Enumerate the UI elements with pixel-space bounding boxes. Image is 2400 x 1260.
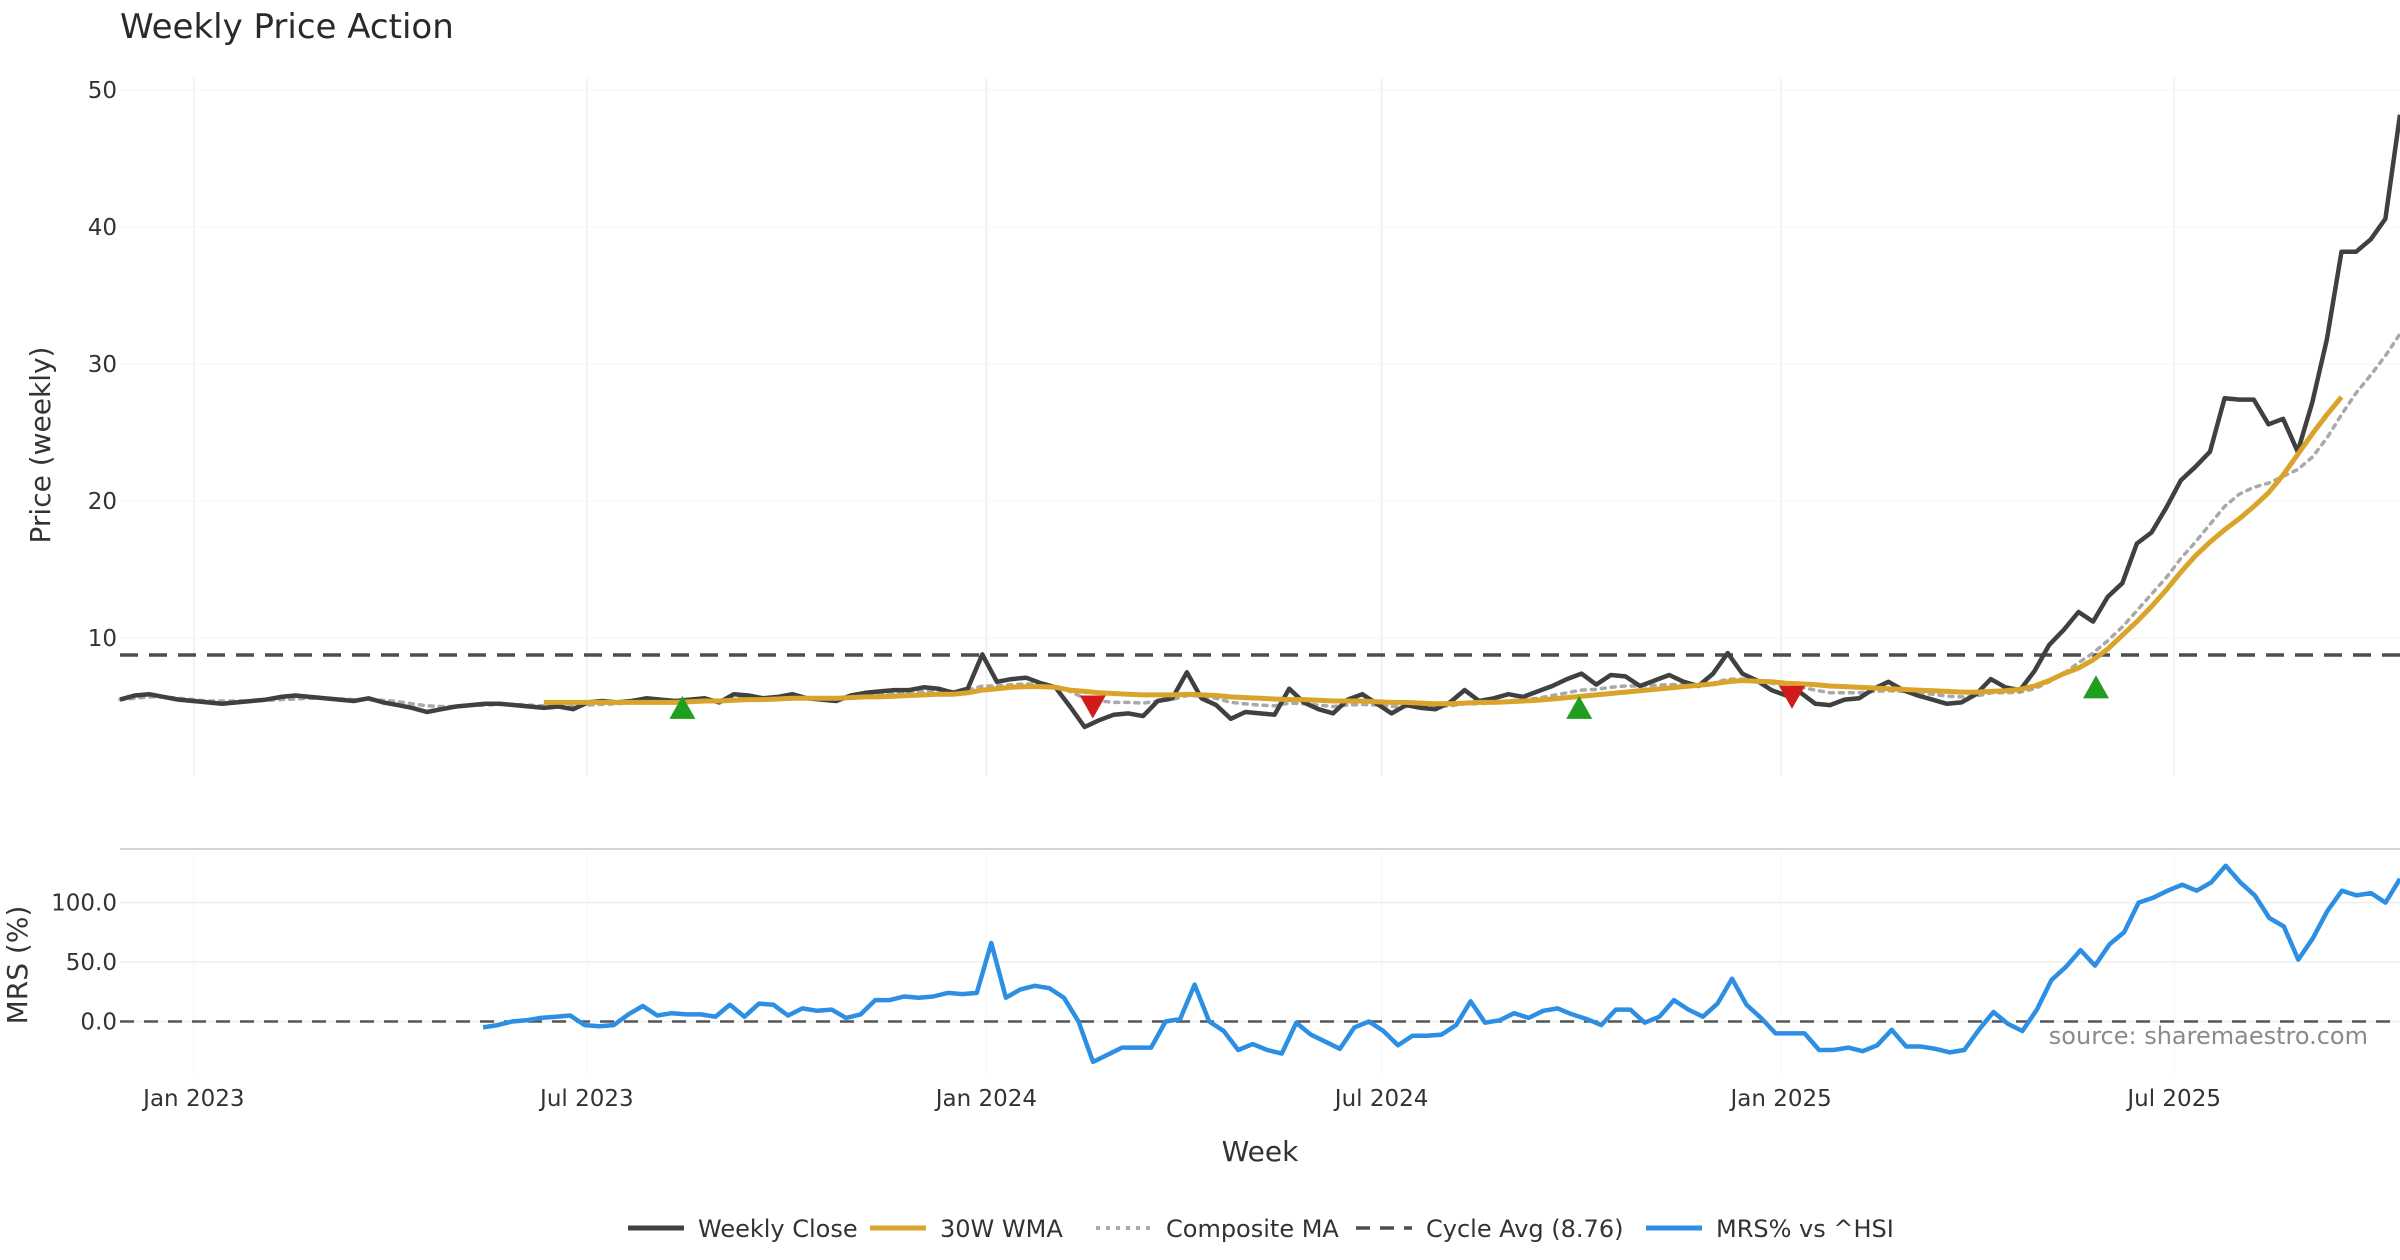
buy-signal-marker: [1566, 695, 1593, 719]
legend-item-label: 30W WMA: [940, 1215, 1063, 1243]
price-grid: [120, 78, 2400, 775]
legend-item-label: Cycle Avg (8.76): [1426, 1215, 1623, 1243]
price-y-axis-title: Price (weekly): [24, 347, 57, 544]
price-y-ticks: 10 20 30 40 50: [88, 78, 117, 652]
mrs-y-tick-label: 100.0: [51, 891, 117, 917]
sell-signal-marker: [1079, 695, 1106, 719]
mrs-y-ticks: 0.0 50.0 100.0: [51, 891, 117, 1036]
legend-item-label: Composite MA: [1166, 1215, 1339, 1243]
legend-item-label: MRS% vs ^HSI: [1716, 1215, 1894, 1243]
mrs-y-tick-label: 0.0: [80, 1009, 117, 1035]
price-y-tick-label: 50: [88, 78, 117, 104]
composite-ma-line: [118, 332, 2400, 709]
buy-signal-marker: [669, 695, 696, 719]
price-y-tick-label: 30: [88, 352, 117, 378]
price-y-tick-label: 40: [88, 215, 117, 241]
x-tick-label: Jul 2023: [538, 1086, 634, 1112]
mrs-y-tick-label: 50.0: [66, 950, 117, 976]
price-y-tick-label: 10: [88, 626, 117, 652]
chart-title: Weekly Price Action: [120, 7, 454, 47]
mrs-y-axis-title: MRS (%): [1, 906, 34, 1025]
price-series: [118, 114, 2400, 730]
legend-item-label: Weekly Close: [698, 1215, 858, 1243]
x-tick-label: Jan 2023: [141, 1086, 244, 1112]
legend: Weekly Close 30W WMA Composite MA Cycle Avg…: [628, 1215, 1894, 1243]
price-y-tick-label: 20: [88, 489, 117, 515]
weekly-close-line: [119, 114, 2400, 730]
mrs-series: [482, 863, 2400, 1065]
x-axis-title: Week: [1222, 1135, 1299, 1168]
signal-markers: [669, 675, 2109, 719]
buy-signal-marker: [2083, 675, 2109, 699]
sell-signal-marker: [1779, 685, 1805, 709]
source-note: source: sharemaestro.com: [2049, 1022, 2368, 1050]
x-tick-label: Jan 2024: [934, 1086, 1037, 1112]
x-tick-label: Jul 2025: [2125, 1086, 2221, 1112]
x-tick-label: Jan 2025: [1728, 1086, 1831, 1112]
x-axis-ticks: Jan 2023 Jul 2023 Jan 2024 Jul 2024 Jan 2025…: [141, 1086, 2221, 1112]
x-tick-label: Jul 2024: [1333, 1086, 1429, 1112]
mrs-line: [482, 863, 2400, 1065]
wma-30w-line: [543, 395, 2344, 707]
